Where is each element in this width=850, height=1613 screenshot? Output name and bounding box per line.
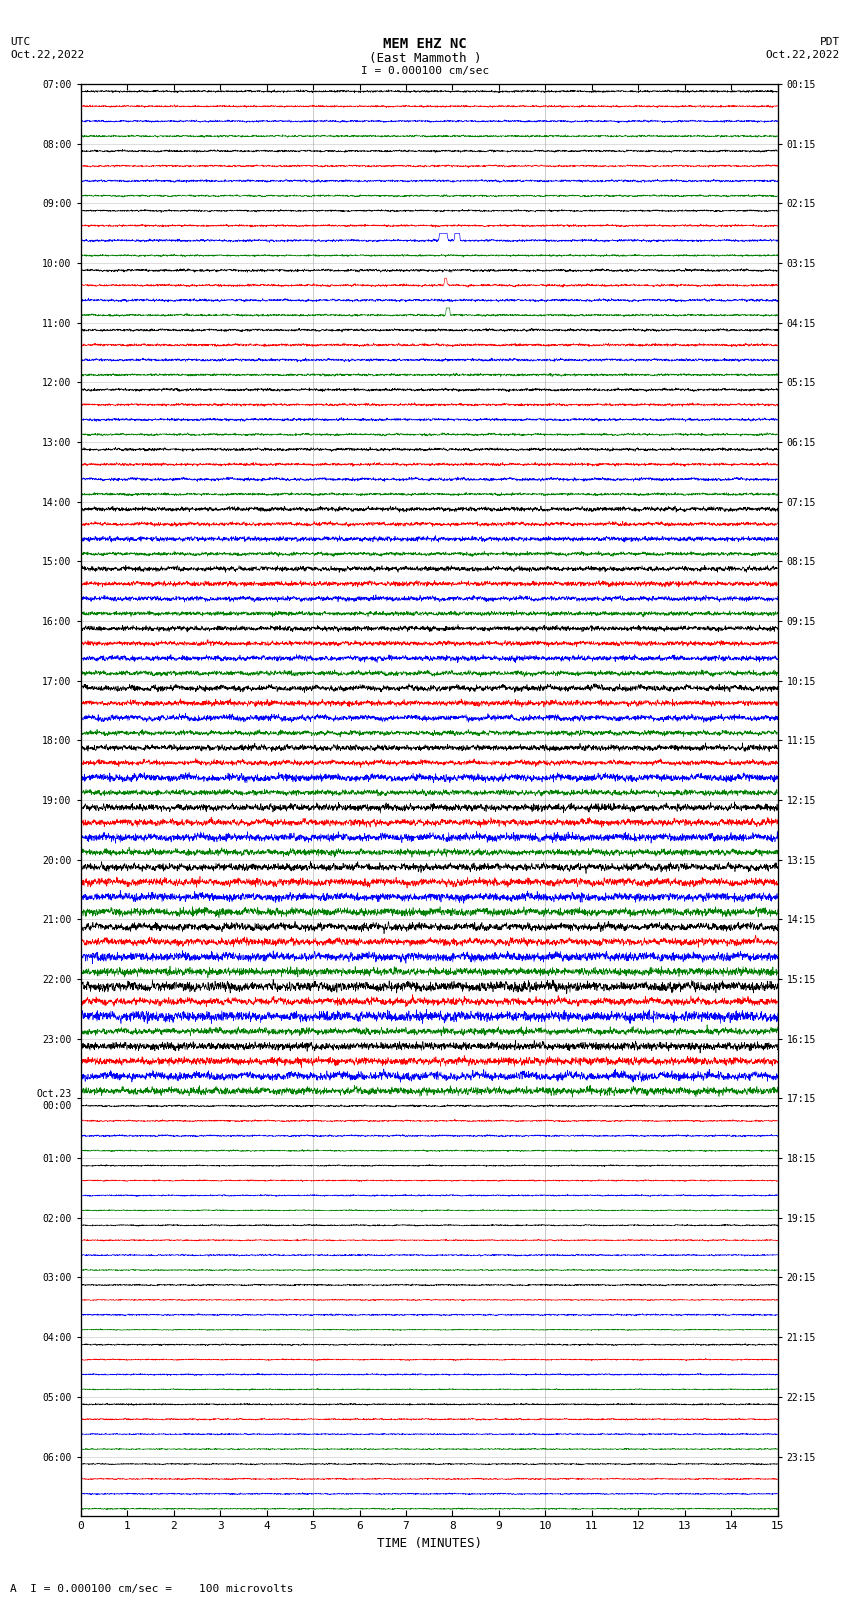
Text: MEM EHZ NC: MEM EHZ NC bbox=[383, 37, 467, 52]
Text: UTC: UTC bbox=[10, 37, 31, 47]
Text: PDT: PDT bbox=[819, 37, 840, 47]
Text: I = 0.000100 cm/sec: I = 0.000100 cm/sec bbox=[361, 66, 489, 76]
Text: Oct.22,2022: Oct.22,2022 bbox=[10, 50, 84, 60]
Text: A  I = 0.000100 cm/sec =    100 microvolts: A I = 0.000100 cm/sec = 100 microvolts bbox=[10, 1584, 294, 1594]
Text: Oct.22,2022: Oct.22,2022 bbox=[766, 50, 840, 60]
X-axis label: TIME (MINUTES): TIME (MINUTES) bbox=[377, 1537, 482, 1550]
Text: (East Mammoth ): (East Mammoth ) bbox=[369, 52, 481, 65]
